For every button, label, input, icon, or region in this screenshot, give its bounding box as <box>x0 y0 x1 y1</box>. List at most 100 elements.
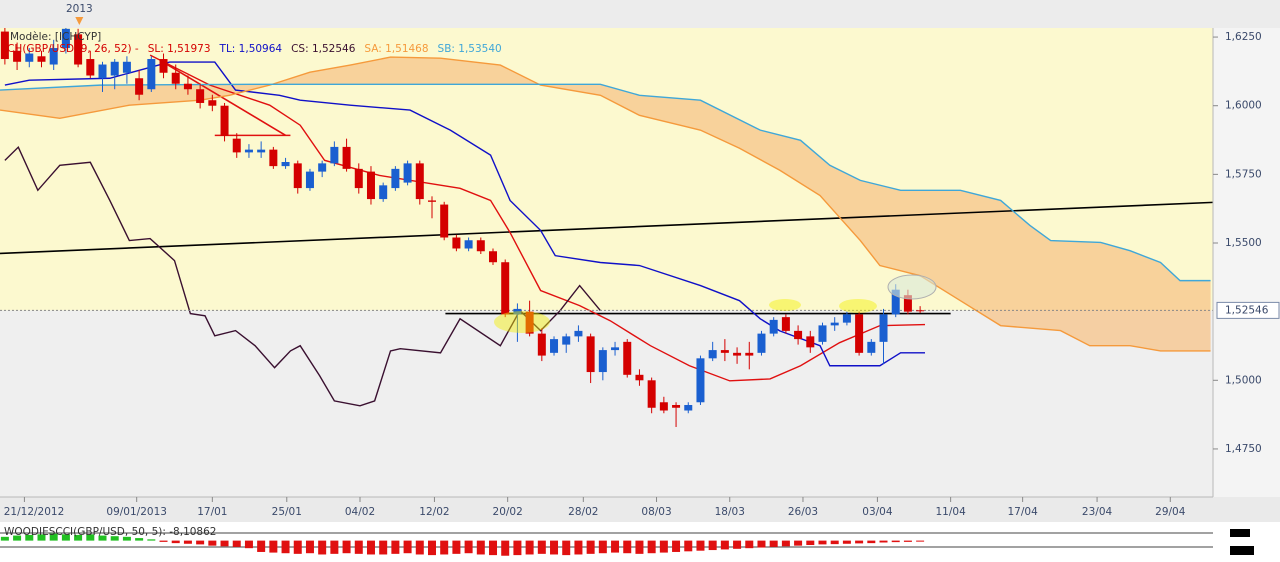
legend-entry: SA: 1,51468 <box>364 43 428 55</box>
oscillator-bar <box>867 540 876 544</box>
oscillator-bar <box>269 540 278 553</box>
oscillator-label: WOODIESCCI(GBP/USD, 50, 5): -8,10862 <box>4 526 216 538</box>
oscillator-bar <box>794 540 803 546</box>
oscillator-bar <box>818 540 827 545</box>
candle-body <box>98 64 107 79</box>
oscillator-bar <box>586 540 595 554</box>
oscillator-bar <box>159 540 168 542</box>
candle-body <box>867 341 876 353</box>
oscillator-bar <box>427 540 436 556</box>
candle-body <box>647 380 656 408</box>
candle-body <box>110 61 119 76</box>
oscillator-bar <box>916 540 925 542</box>
candle-body <box>196 89 205 103</box>
y-tick-label: 1,5500 <box>1225 237 1262 249</box>
oscillator-bar <box>440 540 449 555</box>
x-tick-label: 28/02 <box>568 506 598 518</box>
legend-entry: SB: 1,53540 <box>438 43 502 55</box>
indicator-line <box>4 145 601 407</box>
oscillator-bar <box>391 540 400 554</box>
x-tick-label: 03/04 <box>862 506 893 518</box>
oscillator-marker <box>1230 546 1254 555</box>
candle-body <box>489 251 498 263</box>
candle-body <box>635 374 644 381</box>
oscillator-bar <box>513 540 522 556</box>
oscillator-bar <box>781 540 790 547</box>
cloud <box>0 57 1211 351</box>
candle-body <box>37 56 46 62</box>
x-tick-label: 25/01 <box>272 506 302 518</box>
oscillator-bar <box>0 536 9 541</box>
oscillator-bar <box>806 540 815 546</box>
oscillator-bar <box>366 540 375 555</box>
candle-body <box>672 405 681 408</box>
oscillator-bar <box>342 540 351 554</box>
trendline <box>159 59 286 137</box>
candle-body <box>342 146 351 169</box>
oscillator-bar <box>25 534 34 541</box>
candle-body <box>183 83 192 90</box>
candle-body <box>171 72 180 84</box>
candle-body <box>293 163 302 189</box>
candle-body <box>122 61 131 73</box>
oscillator-bar <box>903 540 912 542</box>
candle-body <box>257 149 266 153</box>
year-marker <box>75 17 84 25</box>
candle-body <box>611 347 620 351</box>
oscillator-bar <box>501 540 510 556</box>
oscillator-bar <box>354 540 363 554</box>
highlight <box>887 274 937 300</box>
oscillator-bar <box>769 540 778 547</box>
oscillator-bar <box>855 540 864 544</box>
candle-body <box>708 350 717 359</box>
oscillator-bar <box>659 540 668 553</box>
oscillator-bar <box>122 536 131 541</box>
candle-body <box>391 168 400 189</box>
candle-body <box>403 163 412 183</box>
candle-body <box>879 314 888 342</box>
oscillator-bar <box>244 540 253 549</box>
x-tick-label: 18/03 <box>715 506 745 518</box>
date-axis-panel <box>0 497 1280 522</box>
indicator-line <box>149 54 926 382</box>
oscillator-bar <box>257 540 266 552</box>
y-tick-label: 1,6000 <box>1225 100 1262 112</box>
oscillator-bar <box>489 540 498 556</box>
oscillator-bar <box>757 540 766 548</box>
candle-body <box>0 31 9 60</box>
candle-body <box>891 289 900 315</box>
candle-body <box>794 330 803 340</box>
oscillator-bar <box>708 540 717 551</box>
candle-body <box>354 168 363 189</box>
oscillator-bar <box>891 540 900 543</box>
highlight <box>494 311 550 333</box>
candle-body <box>232 138 241 153</box>
candle-body <box>513 308 522 315</box>
candle-body <box>208 100 217 106</box>
oscillator-bar <box>550 540 559 555</box>
oscillator-bar <box>293 540 302 554</box>
indicator-line <box>0 83 1211 282</box>
price-axis-panel <box>1213 28 1280 497</box>
oscillator-marker <box>1230 529 1250 537</box>
oscillator-bar <box>842 540 851 544</box>
candle-body <box>366 171 375 200</box>
oscillator-bar <box>562 540 571 556</box>
highlight <box>839 299 877 313</box>
x-tick-label: 17/04 <box>1007 506 1038 518</box>
candle-body <box>757 333 766 353</box>
oscillator-bar <box>452 540 461 554</box>
candle-body <box>501 262 510 315</box>
candle-body <box>318 163 327 172</box>
candle-body <box>476 240 485 252</box>
candle-body <box>452 237 461 249</box>
candle-body <box>745 352 754 356</box>
oscillator-bar <box>635 540 644 554</box>
oscillator-bar <box>220 540 229 547</box>
indicator-line <box>0 56 1211 352</box>
candle-body <box>830 322 839 326</box>
candle-body <box>13 50 22 62</box>
oscillator-bar <box>171 540 180 544</box>
